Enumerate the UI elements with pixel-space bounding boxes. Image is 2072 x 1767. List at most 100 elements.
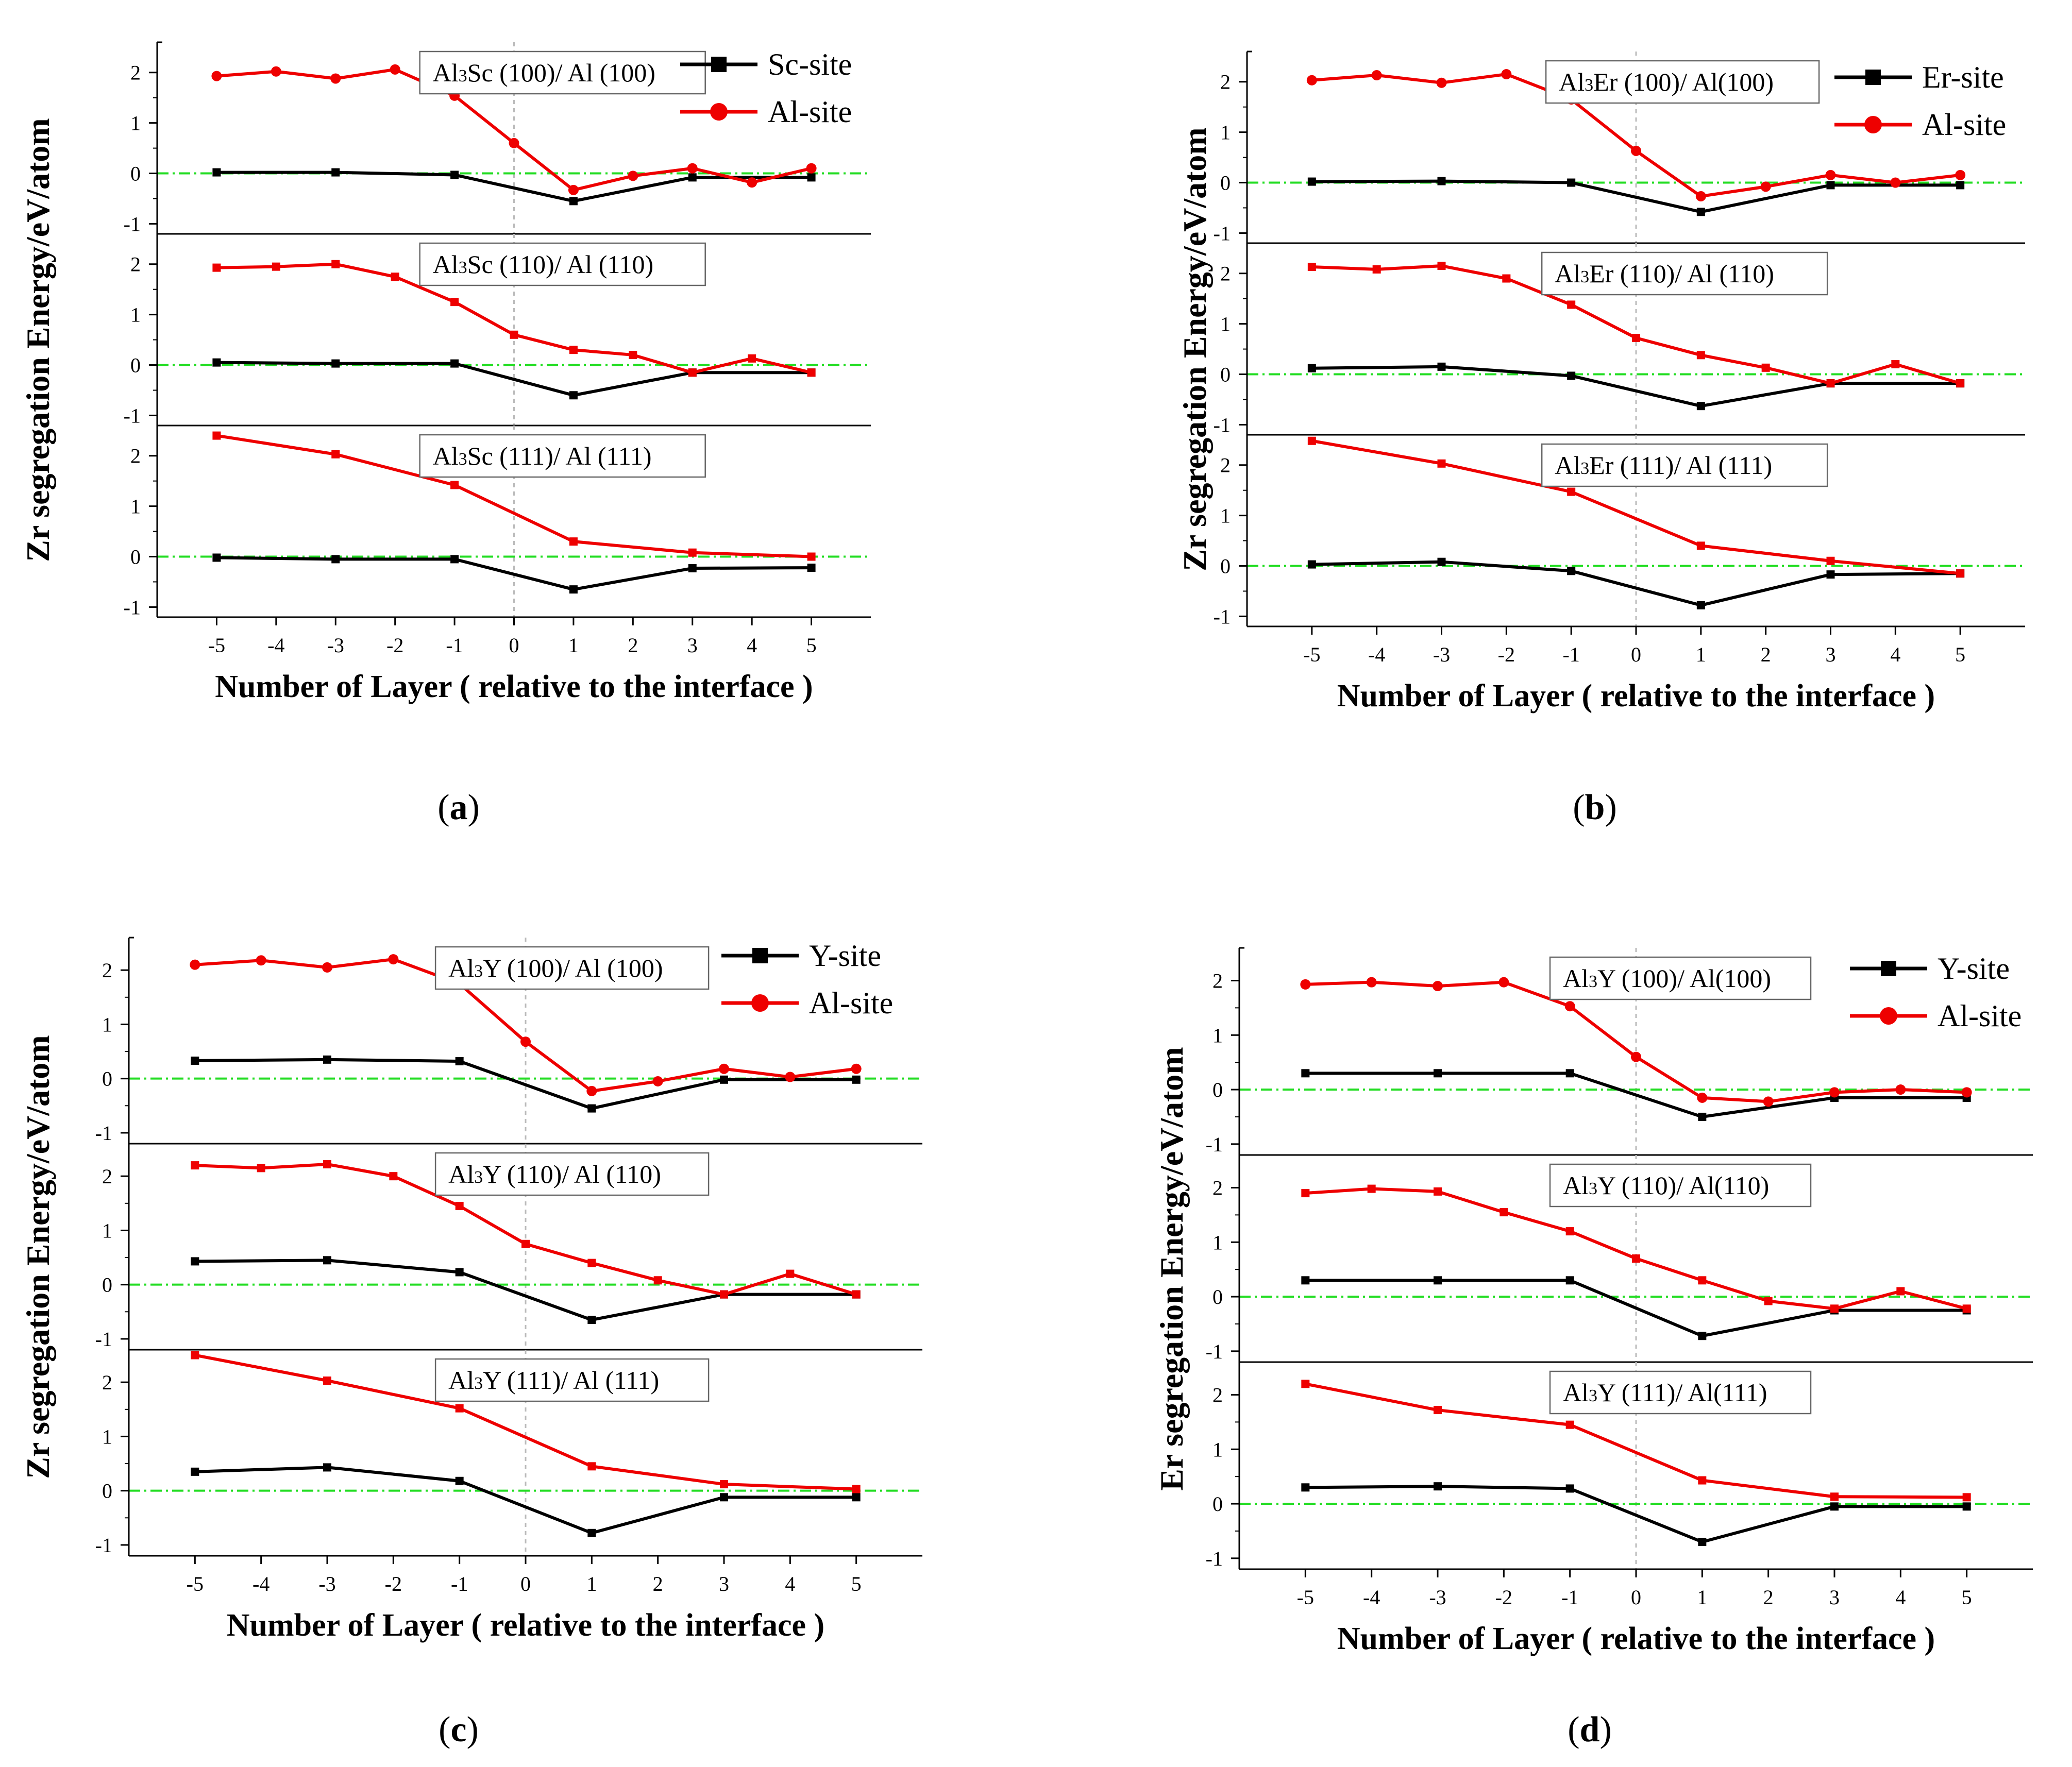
y-tick-label: 2 xyxy=(102,1165,112,1188)
data-point xyxy=(748,354,756,363)
series-line-al-site xyxy=(216,434,812,558)
subplot-b-2: -1 0 1 2 Al3Er (110)/ Al (110) xyxy=(1214,243,2025,436)
panel-b: -1 0 1 2 Al3Er (100)/ Al(100) -1 0 1 2 Al3Er (110… xyxy=(1176,50,2025,827)
subplot-b-3: -1 0 1 2 Al3Er (111)/ Al (111) xyxy=(1214,435,2025,628)
data-point xyxy=(450,359,459,368)
y-tick-label: 1 xyxy=(1220,504,1231,528)
y-tick-label: -1 xyxy=(95,1534,112,1557)
subplot-title-box xyxy=(434,1152,710,1196)
data-point xyxy=(1567,487,1576,496)
data-point xyxy=(688,173,697,182)
data-point xyxy=(653,1276,662,1285)
data-point xyxy=(1301,1483,1310,1492)
subplot-title: Al3Y (100)/ Al (100) xyxy=(448,954,663,982)
data-point xyxy=(1890,177,1901,188)
data-point xyxy=(1434,1276,1442,1285)
x-axis-label: Number of Layer ( relative to the interf… xyxy=(215,669,813,704)
data-point xyxy=(1567,567,1576,575)
x-tick-label: 0 xyxy=(1631,1586,1641,1609)
y-tick-label: 1 xyxy=(102,1425,112,1448)
y-tick-label: 0 xyxy=(1220,363,1231,386)
data-point xyxy=(720,1493,728,1502)
data-point xyxy=(568,184,579,195)
data-point xyxy=(569,346,578,354)
subplot-title-box xyxy=(1541,251,1828,296)
series-line-y-site xyxy=(1305,1485,1967,1544)
y-tick-label: 0 xyxy=(1220,172,1231,195)
data-point xyxy=(1567,300,1576,309)
y-tick-label: 0 xyxy=(130,162,141,185)
legend-marker xyxy=(1864,116,1882,133)
data-point xyxy=(1826,556,1835,565)
y-tick-label: -1 xyxy=(95,1328,112,1351)
data-point xyxy=(569,537,578,546)
data-point xyxy=(1501,69,1512,80)
y-tick-label: 1 xyxy=(1212,1231,1223,1254)
data-point xyxy=(652,1076,663,1086)
data-point xyxy=(1437,262,1446,270)
x-tick-label: 4 xyxy=(785,1572,795,1595)
x-tick-label: -4 xyxy=(1363,1586,1380,1609)
legend-label: Al-site xyxy=(1938,999,2022,1033)
data-point xyxy=(569,585,578,594)
y-tick-label: 0 xyxy=(102,1067,112,1091)
x-axis-label: Number of Layer ( relative to the interf… xyxy=(1337,1621,1935,1656)
data-point xyxy=(1301,1069,1310,1078)
data-point xyxy=(1956,569,1965,578)
data-point xyxy=(629,350,637,359)
x-tick-label: 4 xyxy=(1890,643,1900,666)
data-point xyxy=(1437,362,1446,371)
y-tick-label: 2 xyxy=(1220,71,1231,94)
y-tick-label: 2 xyxy=(1220,262,1231,285)
series-line-al-site xyxy=(194,1353,856,1491)
y-tick-label: 0 xyxy=(102,1273,112,1297)
x-tick-label: -3 xyxy=(1433,643,1450,666)
x-tick-label: 2 xyxy=(628,634,638,657)
data-point xyxy=(807,368,816,377)
data-point xyxy=(211,71,222,81)
data-point xyxy=(569,197,578,206)
x-tick-label: -2 xyxy=(1495,1586,1512,1609)
subplot-title: Al3Y (110)/ Al(110) xyxy=(1563,1171,1769,1200)
data-point xyxy=(1307,560,1316,569)
data-point xyxy=(587,1316,596,1324)
data-point xyxy=(1961,1087,1972,1098)
data-point xyxy=(1698,1476,1707,1485)
series-line-er-site xyxy=(1311,560,1961,607)
x-tick-label: 5 xyxy=(1962,1586,1972,1609)
data-point xyxy=(191,1351,199,1360)
series-line-y-site xyxy=(195,1259,856,1322)
subplot-title: Al3Er (110)/ Al (110) xyxy=(1555,259,1774,288)
data-point xyxy=(509,138,519,148)
y-tick-label: -1 xyxy=(1206,1340,1223,1363)
data-point xyxy=(1698,1538,1707,1547)
data-point xyxy=(720,1075,728,1084)
y-tick-label: 1 xyxy=(1212,1024,1223,1047)
series-line-er-site xyxy=(1311,179,1961,214)
x-tick-label: -1 xyxy=(446,634,463,657)
x-tick-label: -4 xyxy=(1368,643,1385,666)
data-point xyxy=(747,177,757,188)
legend-label: Y-site xyxy=(809,939,881,973)
data-point xyxy=(1826,379,1835,388)
subplot-a-1: -1 0 1 2 Al3Sc (100)/ Al (100) xyxy=(124,41,871,235)
y-tick-label: -1 xyxy=(1214,605,1231,628)
subplot-a-3: -1 0 1 2 Al3Sc (111)/ Al (111) xyxy=(124,426,871,619)
data-point xyxy=(455,1202,464,1211)
x-tick-label: -3 xyxy=(327,634,344,657)
data-point xyxy=(322,962,332,973)
data-point xyxy=(1437,177,1446,185)
data-point xyxy=(1696,402,1705,411)
data-point xyxy=(1567,178,1576,187)
x-tick-label: -5 xyxy=(1297,1586,1314,1609)
legend-marker xyxy=(1880,1007,1897,1025)
data-point xyxy=(1698,1276,1707,1285)
y-tick-label: 0 xyxy=(130,354,141,377)
x-tick-label: -2 xyxy=(386,634,403,657)
subplot-title: Al3Y (111)/ Al (111) xyxy=(448,1366,659,1395)
data-point xyxy=(1502,274,1511,283)
legend-label: Y-site xyxy=(1938,952,2010,986)
y-tick-label: -1 xyxy=(1206,1133,1223,1156)
x-tick-label: 2 xyxy=(1761,643,1771,666)
x-tick-label: 0 xyxy=(1631,643,1641,666)
